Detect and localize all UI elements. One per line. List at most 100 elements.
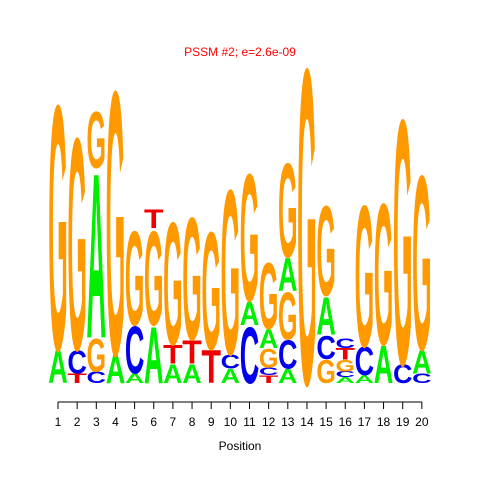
logo-column-6: AGT xyxy=(144,202,163,400)
x-tick-label: 8 xyxy=(189,415,196,429)
logo-letter-a: A xyxy=(336,376,355,385)
x-tick-label: 18 xyxy=(377,415,391,429)
x-tick-label: 14 xyxy=(300,415,314,429)
logo-letter-c: C xyxy=(221,351,240,374)
logo-letter-g: G xyxy=(201,197,220,386)
x-tick-label: 19 xyxy=(396,415,410,429)
logo-letter-t: T xyxy=(182,333,202,371)
logo-column-1: AG xyxy=(48,32,68,424)
logo-letter-a: A xyxy=(240,295,260,333)
chart-title: PSSM #2; e=2.6e-09 xyxy=(184,45,296,59)
logo-letter-g: G xyxy=(316,354,335,391)
x-tick-label: 4 xyxy=(112,415,119,429)
logo-letter-a: A xyxy=(48,341,68,394)
logo-column-7: ATG xyxy=(163,186,183,389)
logo-letter-c: C xyxy=(393,359,413,389)
x-tick-label: 20 xyxy=(415,415,429,429)
logo-letter-g: G xyxy=(182,181,201,377)
logo-letter-c: C xyxy=(316,329,336,367)
logo-letter-a: A xyxy=(125,371,144,386)
x-tick-label: 7 xyxy=(170,415,177,429)
logo-letter-g: G xyxy=(144,202,163,354)
x-tick-label: 12 xyxy=(262,415,276,429)
logo-letter-g: G xyxy=(278,135,297,287)
logo-letter-g: G xyxy=(240,135,259,340)
x-tick-label: 9 xyxy=(208,415,215,429)
logo-letter-a: A xyxy=(259,324,279,354)
logo-letter-c: C xyxy=(259,366,279,378)
logo-letter-a: A xyxy=(221,365,240,388)
x-tick-label: 5 xyxy=(131,415,138,429)
logo-letter-a: A xyxy=(412,344,432,382)
logo-letter-g: G xyxy=(221,140,240,404)
logo-letter-t: T xyxy=(259,373,279,385)
logo-letter-a: A xyxy=(106,348,126,393)
logo-column-5: ACG xyxy=(125,202,144,387)
logo-letter-a: A xyxy=(278,365,297,388)
logo-letter-g: G xyxy=(125,202,144,354)
logo-letter-c: C xyxy=(240,309,259,400)
logo-letter-g: G xyxy=(355,164,374,390)
logo-letter-c: C xyxy=(278,333,298,378)
logo-letter-g: G xyxy=(106,12,125,434)
logo-letter-g: G xyxy=(259,343,279,374)
logo-letter-c: C xyxy=(336,370,355,379)
logo-letter-t: T xyxy=(201,341,221,394)
logo-letter-g: G xyxy=(336,358,355,376)
logo-letter-t: T xyxy=(163,340,182,370)
logo-letter-a: A xyxy=(182,359,202,389)
logo-column-19: CG xyxy=(393,46,413,438)
x-axis: 1 2 3 4 5 6 7 8 9 10 11 12 13 14 15 16 17 18 19 20 xyxy=(55,401,429,429)
x-tick-label: 15 xyxy=(319,415,333,429)
x-tick-label: 10 xyxy=(224,415,238,429)
logo-letter-a: A xyxy=(355,374,375,386)
x-tick-label: 16 xyxy=(339,415,353,429)
logo-letter-a: A xyxy=(316,286,336,347)
logo-letter-c: C xyxy=(125,313,144,388)
logo-letter-a: A xyxy=(163,359,183,389)
logo-letter-a: A xyxy=(374,335,394,396)
logo-letter-c: C xyxy=(336,336,355,351)
logo-letter-g: G xyxy=(87,95,106,186)
logo-letter-a: A xyxy=(87,124,107,388)
x-tick-label: 6 xyxy=(150,415,157,429)
logo-column-17: ACG xyxy=(355,164,375,390)
logo-column-8: ATG xyxy=(182,181,202,389)
logo-column-10: ACG xyxy=(221,140,240,404)
logo-letter-a: A xyxy=(144,309,163,400)
logo-column-9: TG xyxy=(201,197,221,394)
x-tick-label: 11 xyxy=(243,415,256,429)
logo-column-18: AG xyxy=(374,162,394,396)
logo-letter-g: G xyxy=(297,0,316,479)
x-tick-label: 3 xyxy=(93,415,100,429)
logo-letter-g: G xyxy=(393,46,412,438)
x-axis-ticks: 1 2 3 4 5 6 7 8 9 10 11 12 13 14 15 16 17 18 19 20 xyxy=(55,402,429,429)
logo-letter-g: G xyxy=(67,74,86,414)
logo-letter-g: G xyxy=(278,278,297,354)
logo-column-2: TCG xyxy=(67,74,87,414)
logo-letter-g: G xyxy=(87,330,106,382)
logo-letter-t: T xyxy=(336,346,356,364)
logo-letter-g: G xyxy=(412,124,431,403)
logo-letter-c: C xyxy=(412,371,431,386)
logo-letter-t: T xyxy=(67,371,87,386)
x-tick-label: 17 xyxy=(358,415,372,429)
x-tick-label: 13 xyxy=(281,415,295,429)
x-tick-label: 2 xyxy=(74,415,81,429)
logo-letter-g: G xyxy=(163,186,182,382)
x-tick-label: 1 xyxy=(55,415,62,429)
logo-letter-g: G xyxy=(316,181,335,324)
logo-letter-c: C xyxy=(67,344,87,382)
logo-column-20: CAG xyxy=(412,124,432,403)
logo-letter-g: G xyxy=(259,244,278,349)
logo-column-4: AG xyxy=(106,12,126,434)
logo-letter-a: A xyxy=(278,249,298,302)
logo-letter-t: T xyxy=(144,204,163,234)
